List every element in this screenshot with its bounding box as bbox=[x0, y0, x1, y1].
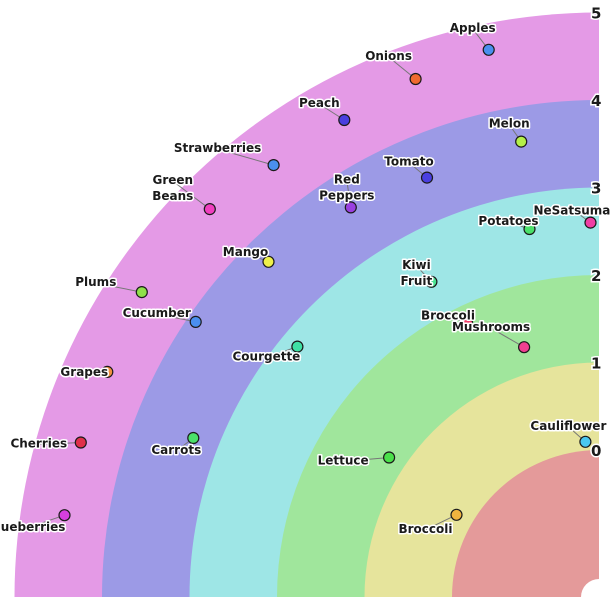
point-onions bbox=[409, 72, 422, 86]
data-points bbox=[58, 43, 597, 522]
leader-green-beans bbox=[172, 180, 211, 210]
tick-label-0: 0 bbox=[591, 442, 601, 460]
label-grapes: Grapes bbox=[60, 365, 108, 379]
leader-strawberries bbox=[217, 148, 274, 166]
leader-plums bbox=[95, 282, 142, 293]
center-notch bbox=[581, 579, 599, 597]
label-nesatsumas: NeSatsumas bbox=[533, 204, 611, 218]
label-plums: Plums bbox=[75, 275, 116, 289]
label-broccoli: Broccoli bbox=[398, 522, 452, 536]
label-strawberries: Strawberries bbox=[174, 141, 261, 155]
leader-cucumber bbox=[156, 313, 196, 323]
label-green-beans: Green Beans bbox=[152, 173, 193, 203]
point-plums bbox=[135, 286, 148, 299]
label-broccoli: Broccoli bbox=[421, 309, 475, 323]
radial-bands bbox=[14, 12, 599, 597]
point-melon bbox=[515, 135, 528, 148]
point-mushrooms bbox=[517, 341, 531, 354]
point-blueberries bbox=[58, 509, 71, 522]
label-tomato: Tomato bbox=[384, 155, 433, 169]
label-cauliflower: Cauliflower bbox=[530, 419, 606, 433]
label-onions: Onions bbox=[365, 49, 412, 63]
point-peach bbox=[338, 113, 351, 127]
leader-blueberries bbox=[26, 514, 65, 529]
label-cherries: Cherries bbox=[10, 437, 67, 451]
label-melon: Melon bbox=[489, 117, 530, 131]
leader-lettuce bbox=[343, 457, 390, 462]
label-cucumber: Cucumber bbox=[123, 306, 191, 320]
tick-label-3: 3 bbox=[591, 180, 601, 198]
point-apples bbox=[482, 43, 495, 56]
label-red-peppers: Red Peppers bbox=[319, 172, 374, 202]
label-potatoes: Potatoes bbox=[478, 214, 538, 228]
point-carrots bbox=[187, 431, 200, 445]
point-grapes bbox=[101, 365, 114, 378]
band-0 bbox=[452, 450, 599, 597]
tick-label-1: 1 bbox=[591, 355, 601, 373]
point-lettuce bbox=[383, 451, 396, 464]
leader-cherries bbox=[38, 442, 81, 445]
point-cherries bbox=[74, 436, 87, 449]
point-broccoli bbox=[450, 508, 463, 521]
label-kiwi-fruit: Kiwi Fruit bbox=[401, 258, 433, 288]
tick-label-4: 4 bbox=[591, 92, 601, 110]
point-potatoes bbox=[523, 222, 536, 236]
label-peach: Peach bbox=[299, 96, 340, 110]
point-green-beans bbox=[203, 203, 216, 216]
tick-label-2: 2 bbox=[591, 267, 601, 285]
label-courgette: Courgette bbox=[232, 350, 300, 364]
label-mango: Mango bbox=[223, 245, 268, 259]
point-cucumber bbox=[189, 315, 202, 328]
point-red-peppers bbox=[344, 201, 357, 214]
label-lettuce: Lettuce bbox=[318, 454, 369, 468]
point-mango bbox=[262, 255, 275, 268]
point-cauliflower bbox=[579, 435, 592, 448]
point-kiwi-fruit bbox=[425, 275, 438, 288]
label-blueberries: Blueberries bbox=[0, 520, 65, 534]
label-apples: Apples bbox=[450, 21, 496, 35]
point-strawberries bbox=[267, 159, 280, 172]
leader-mushrooms bbox=[490, 327, 525, 348]
radial-axis-ticks: 0 1 2 3 4 5 bbox=[590, 3, 603, 462]
label-mushrooms: Mushrooms bbox=[452, 320, 530, 334]
point-nesatsumas bbox=[584, 216, 597, 229]
point-broccoli bbox=[460, 316, 474, 329]
tick-label-5: 5 bbox=[591, 5, 601, 23]
point-courgette bbox=[291, 340, 304, 353]
point-labels: Apples Onions Peach Strawberries Green Beans P… bbox=[0, 19, 611, 537]
point-tomato bbox=[420, 171, 434, 184]
label-carrots: Carrots bbox=[151, 443, 201, 457]
